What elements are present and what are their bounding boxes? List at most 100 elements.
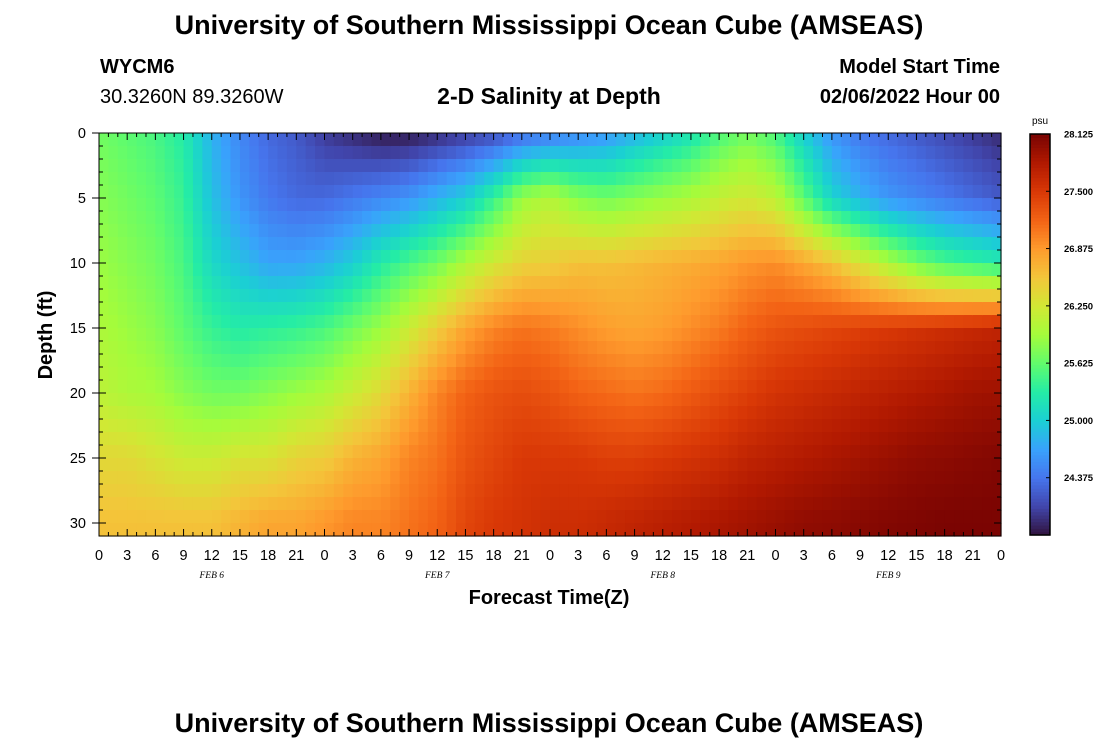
heatmap-cell [371,341,382,355]
heatmap-cell [681,276,692,290]
heatmap-cell [221,302,232,316]
heatmap-cell [878,380,889,394]
colorbar-segment [1030,190,1050,195]
heatmap-cell [531,224,542,238]
heatmap-cell [634,393,645,407]
heatmap-cell [681,289,692,303]
heatmap-cell [625,159,636,173]
heatmap-cell [606,393,617,407]
heatmap-cell [982,172,993,186]
heatmap-cell [99,484,109,498]
heatmap-cell [615,276,626,290]
heatmap-cell [935,302,946,316]
heatmap-cell [474,302,485,316]
heatmap-cell [803,393,814,407]
heatmap-cell [183,250,194,264]
heatmap-cell [380,445,391,459]
heatmap-cell [925,263,936,277]
colorbar-segment [1030,524,1050,529]
heatmap-cell [512,367,523,381]
heatmap-cell [427,263,438,277]
heatmap-cell [503,237,514,251]
heatmap-cell [136,211,147,225]
heatmap-cell [559,237,570,251]
heatmap-cell [296,315,307,329]
heatmap-cell [371,458,382,472]
heatmap-cell [954,185,965,199]
heatmap-cell [878,211,889,225]
heatmap-cell [907,211,918,225]
heatmap-cell [333,185,344,199]
heatmap-cell [324,133,335,147]
heatmap-cell [841,367,852,381]
heatmap-cell [775,458,786,472]
heatmap-cell [503,315,514,329]
heatmap-cell [606,484,617,498]
heatmap-cell [822,510,833,524]
heatmap-cell [737,380,748,394]
heatmap-cell [503,510,514,524]
heatmap-cell [127,419,138,433]
heatmap-cell [249,237,260,251]
heatmap-cell [860,354,871,368]
heatmap-cell [606,458,617,472]
x-tick-label: 21 [965,548,981,564]
heatmap-cell [409,497,420,511]
heatmap-cell [446,341,457,355]
heatmap-cell [221,133,232,147]
heatmap-cell [277,367,288,381]
heatmap-cell [456,471,467,485]
heatmap-cell [916,315,927,329]
heatmap-cell [681,315,692,329]
heatmap-cell [277,315,288,329]
x-tick-label: 3 [123,548,131,564]
heatmap-cell [99,341,109,355]
heatmap-cell [578,198,589,212]
heatmap-cell [822,211,833,225]
heatmap-cell [878,263,889,277]
heatmap-cell [662,289,673,303]
heatmap-cell [850,367,861,381]
heatmap-cell [249,276,260,290]
heatmap-cell [775,237,786,251]
heatmap-cell [437,458,448,472]
heatmap-cell [888,341,899,355]
heatmap-cell [390,289,401,303]
heatmap-cell [766,250,777,264]
heatmap-cell [615,341,626,355]
heatmap-cell [831,497,842,511]
heatmap-cell [841,419,852,433]
heatmap-cell [249,445,260,459]
colorbar-frame [1029,133,1051,536]
heatmap-cell [380,224,391,238]
heatmap-cell [362,237,373,251]
heatmap-cell [822,185,833,199]
heatmap-cell [709,432,720,446]
heatmap-cell [878,484,889,498]
heatmap-cell [474,445,485,459]
heatmap-cell [268,250,279,264]
heatmap-cell [409,172,420,186]
heatmap-cell [954,419,965,433]
heatmap-cell [183,198,194,212]
heatmap-cell [174,406,185,420]
heatmap-cell [211,159,222,173]
heatmap-cell [305,237,316,251]
heatmap-cell [183,146,194,160]
heatmap-cell [822,484,833,498]
heatmap-cell [183,289,194,303]
heatmap-cell [249,302,260,316]
heatmap-cell [136,432,147,446]
heatmap-cell [822,367,833,381]
heatmap-cell [878,523,889,537]
heatmap-cell [286,419,297,433]
heatmap-cell [145,354,156,368]
heatmap-cell [540,146,551,160]
heatmap-cell [559,419,570,433]
colorbar-segment [1030,260,1050,265]
heatmap-cell [183,341,194,355]
heatmap-cell [503,406,514,420]
heatmap-cell [728,133,739,147]
heatmap-cell [813,432,824,446]
heatmap-cell [202,302,213,316]
